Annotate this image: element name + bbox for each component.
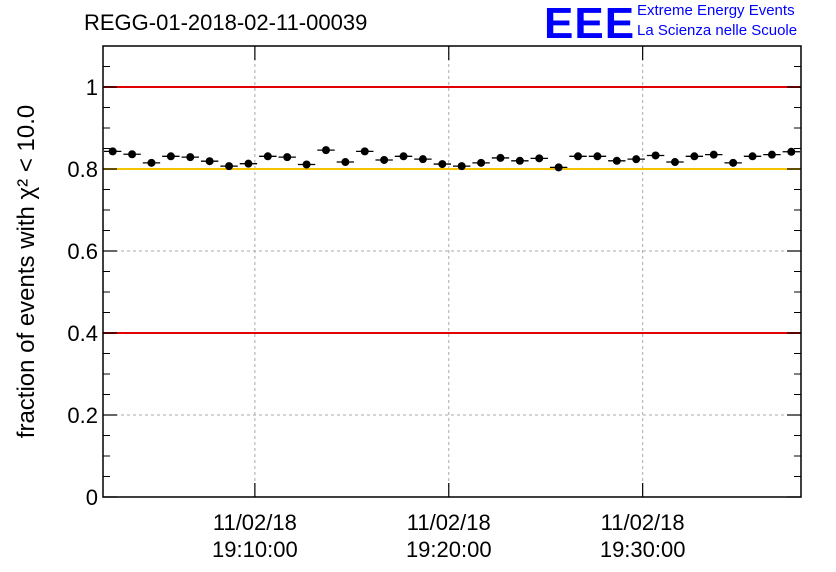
- data-point: [535, 154, 544, 163]
- data-point: [205, 157, 214, 166]
- data-point: [418, 155, 427, 164]
- data-points: [104, 146, 800, 172]
- logo-caption-line2: La Scienza nelle Scuole: [637, 22, 798, 39]
- y-tick-label: 0.6: [67, 239, 98, 264]
- logo-caption-line1: Extreme Energy Events: [637, 2, 795, 19]
- data-point: [283, 153, 292, 162]
- y-tick-label: 0.4: [67, 321, 98, 346]
- data-point: [438, 160, 447, 169]
- x-tick-label-date: 11/02/18: [407, 510, 491, 535]
- y-tick-label: 0.2: [67, 403, 98, 428]
- x-tick-label-date: 11/02/18: [213, 510, 297, 535]
- eee-logo: EEE: [544, 0, 636, 48]
- data-point: [147, 158, 156, 167]
- data-point: [554, 163, 563, 172]
- reference-lines: [103, 86, 801, 334]
- x-tick-label-time: 19:10:00: [212, 537, 298, 562]
- data-point: [612, 156, 621, 165]
- data-point: [166, 152, 175, 161]
- data-point: [225, 162, 234, 171]
- axes: 00.20.40.60.8111/02/1819:10:0011/02/1819…: [67, 46, 801, 562]
- data-point: [767, 150, 776, 159]
- data-point: [729, 158, 738, 167]
- x-tick-label-date: 11/02/18: [601, 510, 685, 535]
- data-point: [690, 152, 699, 161]
- data-point: [321, 146, 330, 155]
- data-point: [380, 155, 389, 164]
- data-point: [651, 151, 660, 160]
- y-tick-label: 0.8: [67, 157, 98, 182]
- data-point: [787, 147, 796, 156]
- grid-lines: [103, 46, 801, 497]
- data-point: [399, 152, 408, 161]
- data-point: [515, 156, 524, 165]
- data-point: [709, 150, 718, 159]
- data-point: [263, 152, 272, 161]
- y-tick-label: 1: [86, 75, 98, 100]
- data-point: [244, 159, 253, 168]
- data-point: [496, 153, 505, 162]
- y-axis-label: fraction of events with χ² < 10.0: [13, 105, 40, 438]
- data-point: [632, 155, 641, 164]
- plot-frame: [102, 45, 802, 498]
- data-point: [748, 152, 757, 161]
- chart-title: REGG-01-2018-02-11-00039: [84, 10, 368, 35]
- data-point: [186, 153, 195, 162]
- data-point: [108, 147, 117, 156]
- data-point: [128, 150, 137, 159]
- data-point: [341, 158, 350, 167]
- data-point: [593, 152, 602, 161]
- data-point: [360, 147, 369, 156]
- data-point: [302, 160, 311, 169]
- data-point: [457, 162, 466, 171]
- y-tick-label: 0: [86, 485, 98, 510]
- x-tick-label-time: 19:30:00: [600, 537, 686, 562]
- data-point: [670, 158, 679, 167]
- x-tick-label-time: 19:20:00: [406, 537, 492, 562]
- data-point: [477, 158, 486, 167]
- data-point: [574, 152, 583, 161]
